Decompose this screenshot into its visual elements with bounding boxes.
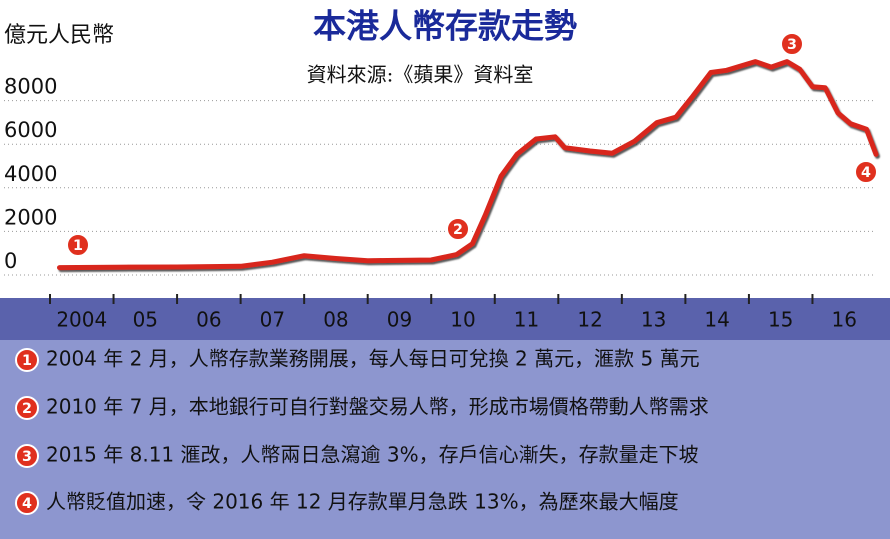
chart-title: 本港人幣存款走勢 [313, 7, 577, 46]
marker-number: 2 [453, 222, 463, 238]
marker-badge [15, 396, 39, 420]
marker-badge [15, 348, 39, 372]
x-tick-label: 15 [768, 308, 793, 332]
x-tick-label: 05 [133, 308, 158, 332]
x-tick-label: 13 [641, 308, 666, 332]
y-tick-label: 6000 [4, 118, 57, 142]
y-tick-label: 0 [4, 249, 17, 273]
y-tick-label: 2000 [4, 205, 57, 229]
marker-badge [780, 32, 804, 56]
y-tick-label: 8000 [4, 75, 57, 99]
marker-number: 4 [861, 165, 871, 181]
marker-number: 1 [22, 353, 32, 369]
note-text: 2004 年 2 月，人幣存款業務開展，每人每日可兌換 2 萬元，滙款 5 萬元 [46, 347, 700, 371]
marker-badge [15, 491, 39, 515]
x-tick-label: 09 [387, 308, 412, 332]
axis-band [0, 298, 890, 340]
x-tick-label: 10 [450, 308, 475, 332]
note-text: 2015 年 8.11 滙改，人幣兩日急瀉逾 3%，存戶信心漸失，存款量走下坡 [46, 443, 699, 467]
x-tick-label: 16 [832, 308, 857, 332]
x-tick-label: 07 [260, 308, 285, 332]
marker-badge [15, 444, 39, 468]
x-tick-label: 14 [704, 308, 729, 332]
note-text: 2010 年 7 月，本地銀行可自行對盤交易人幣，形成市場價格帶動人幣需求 [46, 395, 709, 419]
x-tick-label: 06 [196, 308, 221, 332]
x-tick-label: 2004 [56, 308, 107, 332]
marker-number: 3 [22, 449, 32, 465]
y-tick-label: 4000 [4, 162, 57, 186]
note-text: 人幣貶值加速，令 2016 年 12 月存款單月急跌 13%，為歷來最大幅度 [46, 490, 679, 514]
notes-panel [0, 340, 890, 539]
chart-subtitle: 資料來源:《蘋果》資料室 [307, 63, 534, 87]
x-tick-label: 12 [577, 308, 602, 332]
data-line [57, 59, 879, 271]
marker-number: 4 [22, 496, 32, 512]
marker-number: 3 [787, 37, 797, 53]
marker-badge [854, 160, 878, 184]
marker-number: 1 [73, 238, 83, 254]
marker-badge [66, 233, 90, 257]
marker-badge [446, 217, 470, 241]
x-tick-label: 11 [514, 308, 539, 332]
x-tick-label: 08 [323, 308, 348, 332]
marker-number: 2 [22, 401, 32, 417]
y-axis-label: 億元人民幣 [4, 23, 114, 48]
